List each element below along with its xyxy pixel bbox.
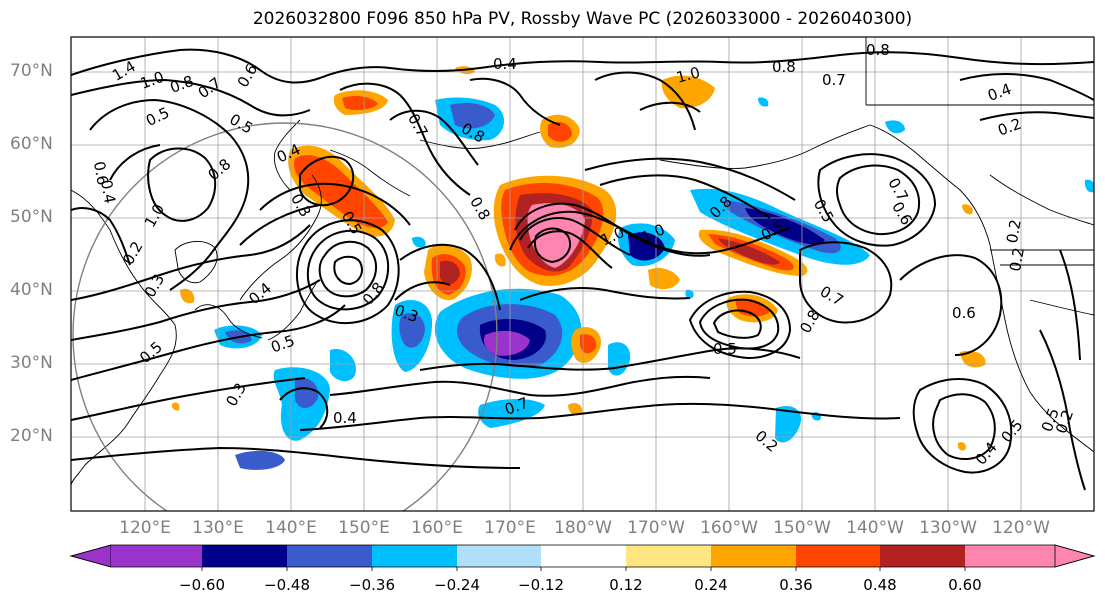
colorbar-tick-label: 0.60 [948,576,982,594]
colorbar-tick-label: −0.48 [264,576,310,594]
contour-label: 0.8 [772,58,796,76]
colorbar-tick-label: 0.24 [694,576,728,594]
colorbar-tick-label: 0.36 [779,576,813,594]
lon-label-170e: 170°E [484,518,536,538]
lon-label-130e: 130°E [192,518,244,538]
contour-label: 0.5 [713,340,737,358]
colorbar-segment [372,545,457,567]
colorbar-tick-label: −0.60 [179,576,225,594]
colorbar-tick-label: 0.48 [863,576,897,594]
lat-label-50n: 50°N [10,207,53,227]
contour-label: 0.8 [866,41,890,59]
coastlines [71,37,1094,486]
colorbar-segment [711,545,796,567]
colorbar-segment [880,545,965,567]
lon-label-120e: 120°E [119,518,171,538]
contour-label: 0.7 [822,71,846,89]
colorbar-segment [287,545,372,567]
colorbar-segment [111,545,202,567]
lon-label-160e: 160°E [411,518,463,538]
contour-label: 0.2 [1003,218,1025,245]
contour-label: 0.4 [493,55,517,73]
lat-label-40n: 40°N [10,280,53,300]
contour-label: 0.6 [90,160,112,187]
colorbar-segment [796,545,880,567]
lat-label-30n: 30°N [10,353,53,373]
lon-label-120w: 120°W [992,518,1050,538]
lon-label-180w: 180°W [554,518,612,538]
colorbar [69,544,1096,571]
colorbar-segment [541,545,626,567]
colorbar-tick-label: −0.24 [434,576,480,594]
lon-label-150w: 150°W [773,518,831,538]
lat-label-20n: 20°N [10,426,53,446]
colorbar-min-extend [69,544,112,568]
colorbar-segment [626,545,711,567]
lat-label-70n: 70°N [10,61,53,81]
contour-label: 0.6 [952,304,976,322]
lon-label-140e: 140°E [265,518,317,538]
lon-label-160w: 160°W [700,518,758,538]
colorbar-tick-label: 0.12 [609,576,643,594]
lat-label-60n: 60°N [10,134,53,154]
colorbar-segment [202,545,287,567]
colorbar-max-extend [1054,544,1096,568]
pv-anomaly-shading [171,66,1094,470]
contour-label: 0.2 [1006,246,1028,273]
lon-label-140w: 140°W [846,518,904,538]
contour-label: 0.4 [97,178,119,205]
lon-label-150e: 150°E [338,518,390,538]
figure-title: 2026032800 F096 850 hPa PV, Rossby Wave … [252,9,913,29]
contour-label: 1.0 [674,63,702,87]
colorbar-tick-label: −0.12 [518,576,564,594]
colorbar-segment [965,545,1055,567]
colorbar-tick-label: −0.36 [349,576,395,594]
graticule [71,37,1094,511]
contour-label: 0.4 [333,409,357,427]
lon-label-170w: 170°W [627,518,685,538]
pv-contours [71,48,1094,491]
great-circle-reference [72,122,498,511]
lon-label-130w: 130°W [919,518,977,538]
colorbar-segment [457,545,541,567]
